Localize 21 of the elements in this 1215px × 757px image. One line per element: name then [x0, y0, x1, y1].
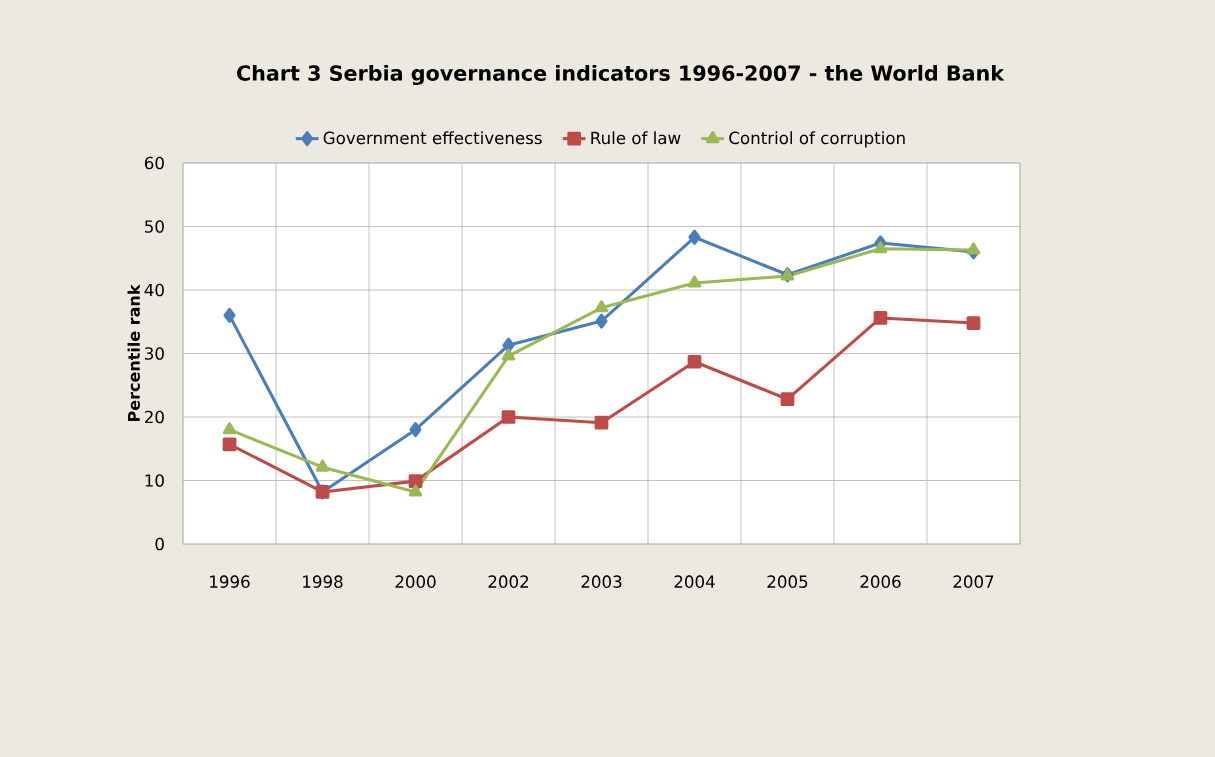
- y-tick-label: 50: [145, 220, 164, 233]
- y-axis-title: Percentile rank: [127, 284, 140, 421]
- chart-title: Chart 3 Serbia governance indicators 1996-2007 - the World Bank: [237, 64, 1005, 86]
- x-tick-label: 1996: [210, 575, 250, 588]
- legend-label: Contriol of corruption: [729, 131, 905, 148]
- y-tick-label: 0: [155, 537, 164, 551]
- x-tick-label: 2000: [395, 575, 436, 588]
- y-tick-label: 40: [144, 283, 164, 297]
- y-tick-label: 30: [145, 347, 164, 360]
- x-tick-label: 2007: [953, 575, 994, 588]
- y-tick-label: 60: [144, 156, 164, 170]
- x-tick-label: 2004: [674, 575, 715, 588]
- x-tick-label: 2006: [860, 575, 901, 588]
- y-tick-label: 20: [144, 410, 164, 424]
- x-tick-label: 2003: [581, 575, 622, 588]
- x-tick-label: 2005: [767, 575, 808, 588]
- x-tick-label: 2002: [488, 575, 529, 588]
- legend-label: Rule of law: [591, 131, 681, 145]
- legend-label: Government effectiveness: [323, 131, 542, 145]
- x-tick-label: 1998: [303, 575, 343, 588]
- y-tick-label: 10: [145, 474, 164, 487]
